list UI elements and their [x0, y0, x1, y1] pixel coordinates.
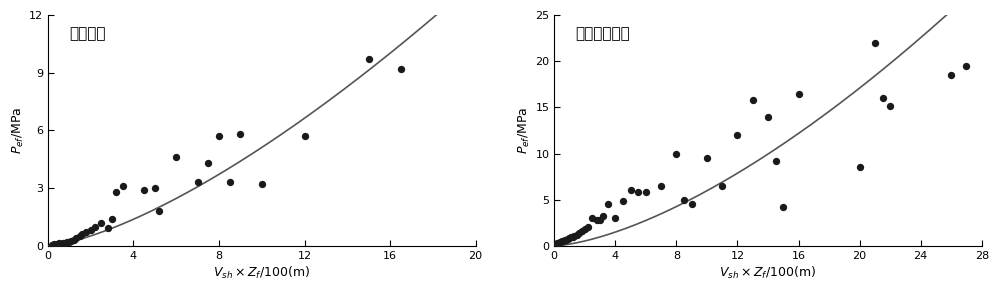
Text: 砂岩样品: 砂岩样品	[69, 27, 106, 42]
Point	[580, 225, 596, 230]
Point	[595, 214, 611, 219]
Point	[72, 234, 88, 239]
Point	[589, 218, 605, 222]
Point	[558, 238, 574, 243]
Point	[791, 91, 807, 96]
Point	[875, 96, 891, 100]
Point	[554, 239, 570, 244]
Point	[53, 241, 69, 246]
Point	[57, 241, 73, 245]
Point	[623, 188, 639, 193]
Point	[147, 186, 163, 190]
Point	[560, 237, 576, 242]
Point	[714, 183, 730, 188]
Point	[254, 182, 270, 187]
Point	[668, 151, 684, 156]
Point	[760, 114, 776, 119]
Point	[66, 238, 82, 242]
Point	[745, 98, 761, 102]
Point	[852, 165, 868, 170]
Point	[552, 240, 568, 244]
Point	[958, 64, 974, 68]
Point	[592, 218, 608, 222]
Point	[93, 220, 109, 225]
Point	[563, 235, 579, 240]
Point	[653, 183, 669, 188]
Point	[600, 202, 616, 206]
Point	[83, 228, 99, 233]
Point	[607, 216, 623, 220]
Point	[46, 241, 62, 246]
Point	[55, 241, 71, 245]
Point	[190, 180, 206, 185]
Point	[569, 232, 585, 237]
Point	[49, 242, 65, 246]
Point	[100, 226, 116, 231]
Point	[74, 232, 90, 237]
Point	[44, 242, 60, 247]
Point	[676, 197, 692, 202]
Point	[551, 241, 567, 245]
Point	[577, 227, 593, 232]
Point	[615, 199, 631, 204]
Point	[943, 73, 959, 77]
Point	[557, 238, 573, 243]
Point	[200, 161, 216, 166]
Point	[561, 236, 577, 241]
Point	[232, 132, 248, 137]
Point	[684, 202, 700, 206]
Point	[211, 134, 227, 138]
Point	[78, 230, 94, 235]
X-axis label: $V_{sh}\times Z_f/100$(m): $V_{sh}\times Z_f/100$(m)	[719, 265, 817, 281]
Point	[729, 133, 745, 137]
X-axis label: $V_{sh}\times Z_f/100$(m): $V_{sh}\times Z_f/100$(m)	[213, 265, 310, 281]
Point	[63, 239, 79, 243]
Y-axis label: $P_{ef}$/MPa: $P_{ef}$/MPa	[517, 107, 532, 154]
Y-axis label: $P_{ef}$/MPa: $P_{ef}$/MPa	[11, 107, 26, 154]
Point	[699, 156, 715, 160]
Point	[638, 190, 654, 194]
Point	[222, 180, 238, 185]
Point	[297, 134, 313, 138]
Point	[108, 190, 124, 194]
Point	[361, 57, 377, 62]
Point	[59, 240, 75, 245]
Point	[115, 184, 131, 189]
Point	[555, 239, 571, 244]
Point	[168, 155, 184, 160]
Point	[51, 241, 67, 246]
Point	[768, 159, 784, 163]
Point	[104, 216, 120, 221]
Point	[775, 205, 791, 209]
Point	[574, 229, 590, 233]
Point	[549, 241, 565, 245]
Point	[882, 103, 898, 108]
Text: 全部岩石样品: 全部岩石样品	[576, 27, 630, 42]
Point	[151, 209, 167, 213]
Point	[68, 236, 84, 240]
Point	[87, 224, 103, 229]
Point	[571, 230, 587, 235]
Point	[136, 188, 152, 192]
Point	[584, 216, 600, 220]
Point	[630, 190, 646, 194]
Point	[61, 239, 77, 244]
Point	[393, 67, 409, 71]
Point	[867, 41, 883, 45]
Point	[566, 233, 582, 238]
Point	[565, 234, 581, 239]
